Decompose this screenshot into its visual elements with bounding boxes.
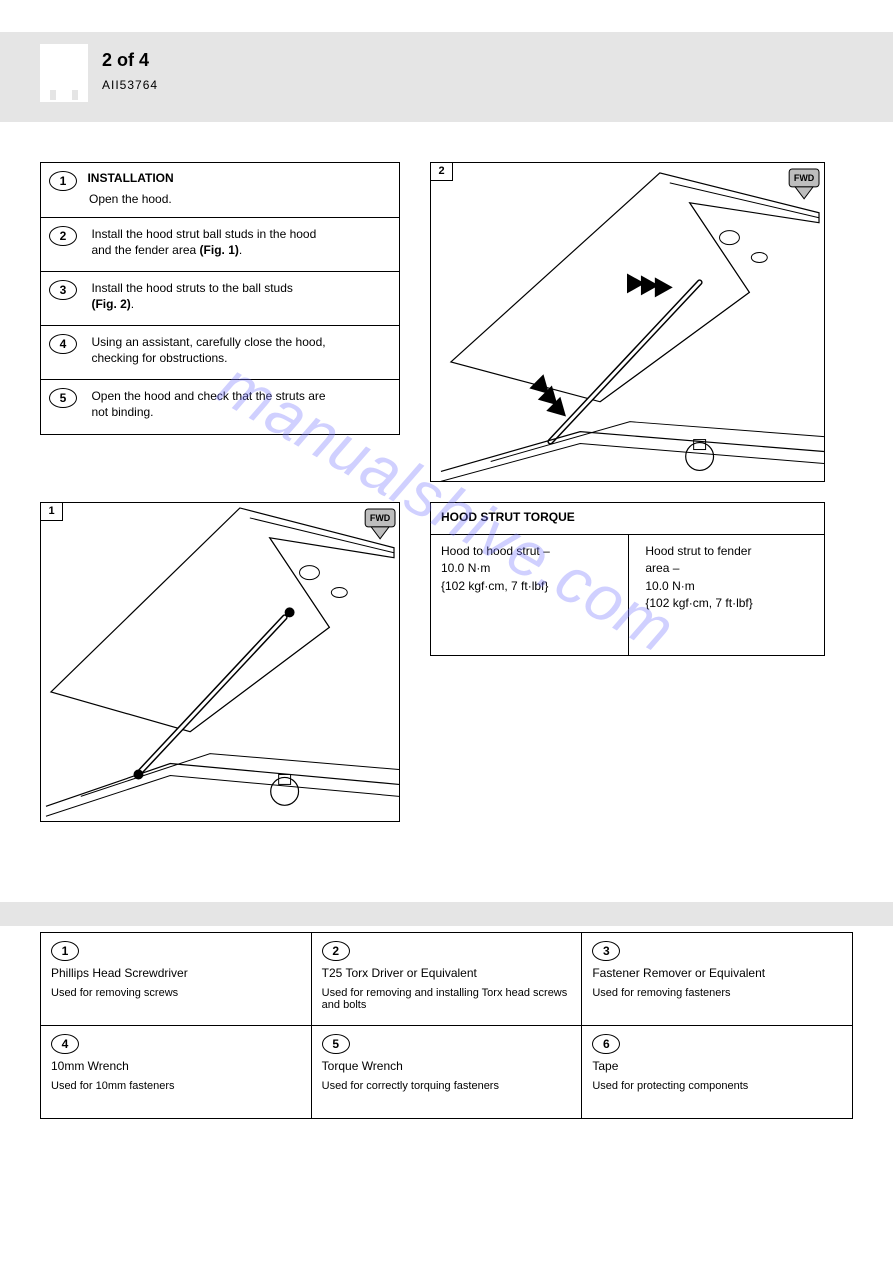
tool-use: Used for removing screws	[51, 987, 301, 999]
tool-number: 2	[322, 941, 350, 961]
tool-number: 3	[592, 941, 620, 961]
figure-2: 2 FWD	[430, 162, 825, 482]
torque-cell-right: Hood strut to fender area – 10.0 N·m {10…	[635, 543, 824, 613]
tool-use: Used for removing and installing Torx he…	[322, 987, 572, 1011]
tools-band	[0, 902, 893, 926]
header-band: 2 of 4 AII53764	[0, 32, 893, 122]
step-number: 3	[49, 280, 77, 300]
torque-table: HOOD STRUT TORQUE Hood to hood strut – 1…	[430, 502, 825, 656]
step-line: Using an assistant, carefully close the …	[91, 335, 325, 349]
tools-grid: 1 Phillips Head Screwdriver Used for rem…	[40, 932, 853, 1119]
tool-cell: 4 10mm Wrench Used for 10mm fasteners	[41, 1026, 312, 1118]
step-line: not binding.	[91, 405, 153, 419]
step-line: Open the hood.	[89, 192, 172, 206]
torque-table-body: Hood to hood strut – 10.0 N·m {102 kgf·c…	[431, 535, 824, 655]
step-number: 4	[49, 334, 77, 354]
torque-line: Hood to hood strut –	[441, 544, 550, 558]
figure-1-svg: FWD	[41, 503, 399, 821]
header-doc-id: AII53764	[102, 78, 158, 92]
tool-name: Torque Wrench	[322, 1058, 572, 1074]
tool-use: Used for correctly torquing fasteners	[322, 1080, 572, 1092]
tool-use: Used for removing fasteners	[592, 987, 842, 999]
tool-cell: 2 T25 Torx Driver or Equivalent Used for…	[312, 933, 583, 1025]
svg-text:FWD: FWD	[794, 173, 815, 183]
step-number: 2	[49, 226, 77, 246]
step-body: Install the hood struts to the ball stud…	[91, 280, 292, 312]
figure-label: 1	[41, 503, 63, 521]
header-page-number: 2 of 4	[102, 50, 149, 71]
step-row: 4 Using an assistant, carefully close th…	[41, 326, 399, 380]
torque-line: {102 kgf·cm, 7 ft·lbf}	[441, 579, 548, 593]
torque-line: {102 kgf·cm, 7 ft·lbf}	[645, 596, 752, 610]
torque-table-header: HOOD STRUT TORQUE	[431, 503, 585, 531]
step-title: INSTALLATION	[87, 171, 173, 185]
torque-line: Hood strut to fender	[645, 544, 751, 558]
step-number: 1	[49, 171, 77, 191]
tool-use: Used for protecting components	[592, 1080, 842, 1092]
page: 2 of 4 AII53764 manualshive.com 1 INSTAL…	[0, 32, 893, 1119]
torque-cell-left: Hood to hood strut – 10.0 N·m {102 kgf·c…	[431, 543, 620, 595]
torque-table-header-row: HOOD STRUT TORQUE	[431, 503, 824, 535]
tools-row: 1 Phillips Head Screwdriver Used for rem…	[41, 933, 852, 1025]
tool-cell: 6 Tape Used for protecting components	[582, 1026, 852, 1118]
tool-number: 6	[592, 1034, 620, 1054]
figure-label: 2	[431, 163, 453, 181]
step-number: 5	[49, 388, 77, 408]
tool-cell: 3 Fastener Remover or Equivalent Used fo…	[582, 933, 852, 1025]
step-line: and the fender area (Fig. 1).	[91, 243, 242, 257]
tool-number: 5	[322, 1034, 350, 1054]
torque-line: area –	[645, 561, 679, 575]
torque-line: 10.0 N·m	[645, 579, 694, 593]
step-body: Open the hood and check that the struts …	[91, 388, 325, 420]
steps-table: 1 INSTALLATION Open the hood. 2 Install …	[40, 162, 400, 435]
step-line: Open the hood and check that the struts …	[91, 389, 325, 403]
step-line: checking for obstructions.	[91, 351, 227, 365]
tool-number: 4	[51, 1034, 79, 1054]
step-body: Using an assistant, carefully close the …	[91, 334, 325, 366]
tool-use: Used for 10mm fasteners	[51, 1080, 301, 1092]
tool-name: Tape	[592, 1058, 842, 1074]
tool-name: Fastener Remover or Equivalent	[592, 965, 842, 981]
tool-cell: 5 Torque Wrench Used for correctly torqu…	[312, 1026, 583, 1118]
torque-line: 10.0 N·m	[441, 561, 490, 575]
step-line: (Fig. 2).	[91, 297, 134, 311]
svg-text:FWD: FWD	[370, 513, 391, 523]
tool-cell: 1 Phillips Head Screwdriver Used for rem…	[41, 933, 312, 1025]
step-row: 1 INSTALLATION Open the hood.	[41, 163, 399, 218]
tools-row: 4 10mm Wrench Used for 10mm fasteners 5 …	[41, 1025, 852, 1118]
step-row: 5 Open the hood and check that the strut…	[41, 380, 399, 434]
content-area: manualshive.com 1 INSTALLATION Open the …	[0, 122, 893, 892]
step-row: 3 Install the hood struts to the ball st…	[41, 272, 399, 326]
tool-name: Phillips Head Screwdriver	[51, 965, 301, 981]
header-doc-icon	[40, 44, 88, 102]
tool-number: 1	[51, 941, 79, 961]
step-line: Install the hood struts to the ball stud…	[91, 281, 292, 295]
tool-name: 10mm Wrench	[51, 1058, 301, 1074]
step-body: Install the hood strut ball studs in the…	[91, 226, 316, 258]
step-row: 2 Install the hood strut ball studs in t…	[41, 218, 399, 272]
step-body: Open the hood.	[89, 191, 391, 207]
figure-1: 1 FWD	[40, 502, 400, 822]
figure-2-svg: FWD	[431, 163, 824, 481]
step-line: Install the hood strut ball studs in the…	[91, 227, 316, 241]
torque-table-divider	[628, 535, 629, 655]
tool-name: T25 Torx Driver or Equivalent	[322, 965, 572, 981]
